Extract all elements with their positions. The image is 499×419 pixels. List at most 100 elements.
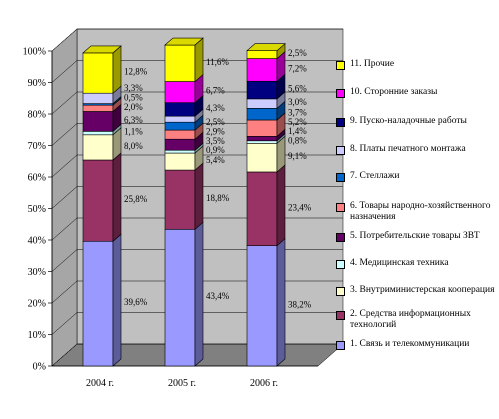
bar-segment-side <box>112 45 122 94</box>
data-label: 3,5% <box>206 136 225 146</box>
data-label: 2,9% <box>206 127 225 137</box>
bar-stack <box>164 37 204 367</box>
bar-segment <box>246 140 278 144</box>
legend-swatch <box>336 311 345 320</box>
bar-stack <box>246 43 286 367</box>
data-label: 0,5% <box>124 93 143 103</box>
legend-item: 9. Пуско-наладочные работы <box>336 116 499 127</box>
data-label: 23,4% <box>288 202 312 212</box>
bar-segment <box>82 240 114 367</box>
bar-segment <box>82 52 114 94</box>
bar-segment-side <box>276 164 286 247</box>
y-tick-label: 20% <box>28 299 46 310</box>
bar-segment <box>82 104 114 112</box>
bar-segment <box>246 136 278 142</box>
data-label: 1,4% <box>288 126 307 136</box>
data-label: 1,1% <box>124 127 143 137</box>
legend-item: 8. Платы печатного монтажа <box>336 144 499 155</box>
legend-item: 5. Потребительские товары ЗВТ <box>336 231 499 242</box>
legend-swatch <box>336 233 345 242</box>
bar-segment <box>164 81 196 103</box>
legend-item: 11. Прочие <box>336 59 499 70</box>
bar-segment <box>164 44 196 82</box>
bar-segment <box>164 169 196 230</box>
legend-label: 8. Платы печатного монтажа <box>350 144 466 154</box>
bar-top <box>82 45 122 54</box>
legend-swatch <box>336 146 345 155</box>
y-tick-label: 10% <box>28 330 46 341</box>
legend-swatch <box>336 287 345 296</box>
data-label: 38,2% <box>288 299 312 309</box>
chart-legend: 11. Прочие 10. Сторонние заказы 9. Пуско-н… <box>336 46 496 368</box>
y-tick-label: 0% <box>33 362 46 373</box>
bar-segment-side <box>194 221 204 367</box>
bar-segment <box>246 58 278 82</box>
data-label: 18,8% <box>206 193 230 203</box>
legend-swatch <box>336 203 345 212</box>
data-label: 0,9% <box>206 145 225 155</box>
bar-top <box>164 37 204 46</box>
legend-item: 6. Товары народно-хозяйственного назначе… <box>336 201 499 223</box>
legend-label: 9. Пуско-наладочные работы <box>350 116 467 126</box>
legend-swatch <box>336 61 345 70</box>
bar-segment <box>246 142 278 173</box>
data-label: 7,2% <box>288 63 307 73</box>
legend-item: 3. Внутриминистерская кооперация <box>336 285 499 296</box>
bar-segment <box>246 98 278 109</box>
bar-segment <box>246 108 278 121</box>
data-label: 5,2% <box>288 117 307 127</box>
data-label: 9,1% <box>288 151 307 161</box>
data-label: 2,5% <box>288 48 307 58</box>
data-label: 3,3% <box>124 83 143 93</box>
data-label: 43,4% <box>206 291 230 301</box>
bar-segment <box>246 245 278 367</box>
legend-swatch <box>336 89 345 98</box>
data-label: 39,6% <box>124 297 148 307</box>
bar-segment-side <box>194 37 204 83</box>
bar-segment <box>164 129 196 140</box>
bar-top <box>246 43 286 51</box>
data-label: 11,6% <box>206 57 229 67</box>
data-label: 25,8% <box>124 194 148 204</box>
bar-segment-side <box>112 233 122 367</box>
y-tick-label: 60% <box>28 173 46 184</box>
bar-segment <box>82 92 114 104</box>
y-tick-label: 40% <box>28 236 46 247</box>
bar-segment <box>164 149 196 154</box>
data-label: 0,8% <box>288 136 307 146</box>
legend-item: 7. Стеллажи <box>336 171 499 182</box>
bar-segment <box>164 228 196 367</box>
data-label: 6,3% <box>124 115 143 125</box>
bar-segment <box>82 159 114 242</box>
legend-item: 2. Средства информационных технологий <box>336 309 499 331</box>
bar-segment <box>164 152 196 171</box>
bar-segment <box>82 131 114 136</box>
legend-label: 10. Сторонние заказы <box>350 87 438 97</box>
legend-swatch <box>336 118 345 127</box>
data-label: 6,7% <box>206 86 225 96</box>
legend-label: 6. Товары народно-хозяйственного назначе… <box>350 201 491 222</box>
legend-label: 4. Медицинская техника <box>350 258 449 268</box>
y-tick-label: 80% <box>28 110 46 121</box>
legend-item: 4. Медицинская техника <box>336 258 499 269</box>
bar-segment-side <box>112 152 122 242</box>
bar-segment <box>164 102 196 117</box>
data-label: 12,8% <box>124 67 148 77</box>
bar-segment <box>246 119 278 137</box>
x-tick-label: 2005 г. <box>168 378 196 389</box>
bar-segment <box>164 121 196 131</box>
bar-stack <box>82 45 122 367</box>
data-label: 5,4% <box>206 155 225 165</box>
y-tick-label: 90% <box>28 78 46 89</box>
legend-label: 1. Связь и телекоммуникации <box>350 339 470 349</box>
bar-segment <box>82 111 114 132</box>
legend-item: 1. Связь и телекоммуникации <box>336 339 499 350</box>
bar-segment-side <box>276 238 286 367</box>
x-tick-label: 2004 г. <box>86 378 114 389</box>
data-label: 4,3% <box>206 103 225 113</box>
legend-label: 2. Средства информационных технологий <box>350 309 471 330</box>
bar-segment <box>246 80 278 100</box>
legend-item: 10. Сторонние заказы <box>336 87 499 98</box>
bar-segment <box>164 115 196 123</box>
